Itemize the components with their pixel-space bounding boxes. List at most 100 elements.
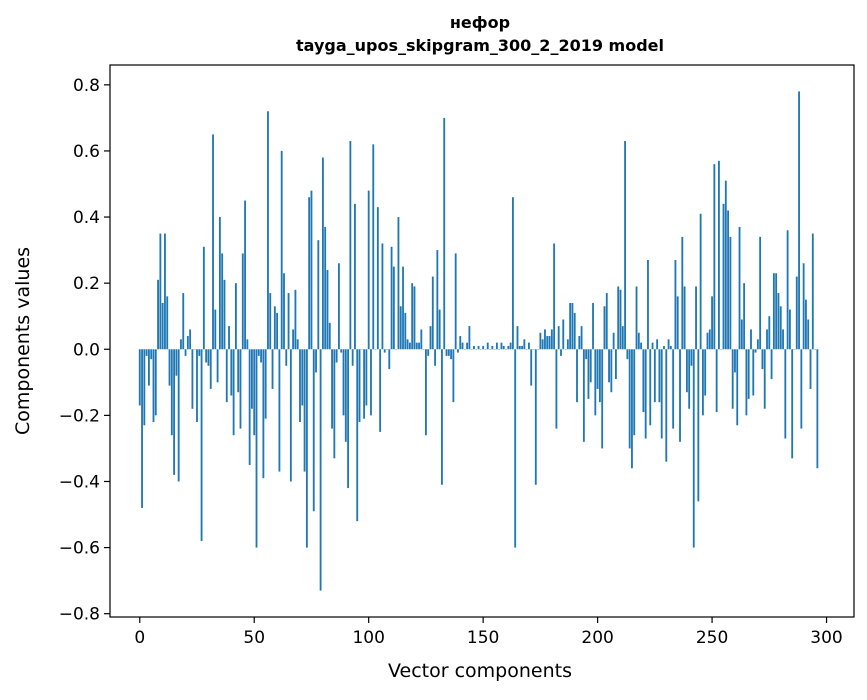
bar-31	[210, 349, 212, 389]
bar-22	[189, 329, 191, 349]
bar-32	[212, 134, 214, 349]
bar-283	[787, 230, 789, 349]
y-tick-label: 0.8	[73, 76, 100, 96]
bar-291	[805, 300, 807, 350]
x-tick-label: 100	[352, 628, 384, 648]
bar-205	[608, 349, 610, 382]
bar-20	[185, 349, 187, 356]
chart-subtitle: tayga_upos_skipgram_300_2_2019 model	[296, 36, 664, 55]
bar-248	[707, 333, 709, 350]
bar-75	[311, 191, 313, 350]
bar-50	[253, 349, 255, 435]
bar-111	[393, 267, 395, 350]
x-tick-label: 200	[581, 628, 613, 648]
bar-249	[709, 329, 711, 349]
bar-260	[734, 349, 736, 372]
bar-117	[407, 339, 409, 349]
bar-61	[278, 349, 280, 471]
bar-81	[324, 227, 326, 349]
bar-109	[388, 349, 390, 369]
bar-34	[217, 349, 219, 382]
bar-271	[759, 237, 761, 349]
bar-138	[455, 253, 457, 349]
bar-96	[359, 349, 361, 422]
bar-247	[704, 349, 706, 395]
bar-137	[452, 349, 454, 402]
bar-201	[599, 349, 601, 402]
bar-253	[718, 161, 720, 349]
bar-18	[180, 339, 182, 349]
bar-58	[272, 349, 274, 389]
bar-190	[574, 313, 576, 349]
bar-65	[288, 293, 290, 349]
x-tick-label: 250	[696, 628, 728, 648]
bar-228	[661, 349, 663, 438]
bar-9	[159, 234, 161, 350]
bar-188	[569, 303, 571, 349]
bar-41	[233, 349, 235, 435]
bar-42	[235, 283, 237, 349]
bar-100	[368, 191, 370, 350]
bar-218	[638, 333, 640, 350]
bar-13	[169, 349, 171, 385]
bar-73	[306, 349, 308, 547]
bar-206	[610, 349, 612, 392]
bar-159	[503, 346, 505, 349]
bar-285	[791, 349, 793, 458]
bar-233	[672, 349, 674, 428]
bar-240	[688, 349, 690, 409]
bar-170	[528, 343, 530, 350]
bar-171	[530, 349, 532, 385]
bar-227	[659, 349, 661, 402]
bar-208	[615, 349, 617, 379]
bar-226	[656, 339, 658, 349]
bar-219	[640, 343, 642, 350]
bar-275	[768, 316, 770, 349]
bar-185	[562, 320, 564, 350]
bar-98	[363, 349, 365, 418]
bar-273	[764, 349, 766, 409]
bar-184	[560, 349, 562, 356]
bar-237	[681, 237, 683, 349]
bar-161	[507, 346, 509, 349]
bar-45	[242, 253, 244, 349]
bar-223	[649, 349, 651, 425]
bar-177	[544, 329, 546, 349]
bar-70	[299, 349, 301, 422]
bar-82	[327, 270, 329, 349]
bar-154	[491, 346, 493, 349]
bar-106	[382, 243, 384, 349]
y-tick-label: 0.4	[73, 208, 100, 228]
bar-178	[546, 336, 548, 349]
bar-107	[384, 349, 386, 352]
y-tick-label: −0.2	[59, 406, 100, 426]
bar-197	[590, 349, 592, 382]
bar-17	[178, 349, 180, 481]
bar-231	[668, 339, 670, 349]
bar-7	[155, 349, 157, 415]
bar-222	[647, 260, 649, 349]
bar-88	[340, 349, 342, 352]
bar-180	[551, 329, 553, 349]
bar-234	[675, 260, 677, 349]
bar-141	[462, 343, 464, 350]
bar-269	[755, 349, 757, 352]
bar-193	[581, 326, 583, 349]
bar-163	[512, 197, 514, 349]
bar-80	[322, 158, 324, 350]
bar-67	[292, 329, 294, 349]
bar-60	[276, 313, 278, 349]
bar-276	[771, 349, 773, 379]
bar-72	[304, 349, 306, 471]
bar-136	[450, 349, 452, 359]
bar-165	[517, 326, 519, 349]
bar-105	[379, 349, 381, 432]
bar-187	[567, 339, 569, 349]
bar-191	[576, 349, 578, 402]
bar-296	[816, 349, 818, 468]
bar-56	[267, 111, 269, 349]
bar-220	[642, 349, 644, 412]
bar-150	[482, 346, 484, 349]
bar-293	[810, 349, 812, 389]
bar-146	[473, 346, 475, 349]
